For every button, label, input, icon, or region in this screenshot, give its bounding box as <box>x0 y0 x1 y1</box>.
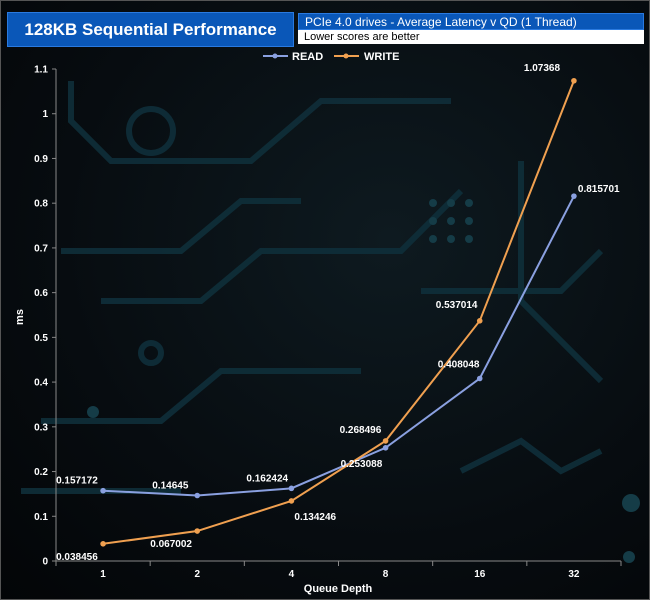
series-line-write <box>102 80 575 545</box>
data-labels: 0.157172 0.14645 0.162424 0.253088 0.408048 0… <box>56 63 620 563</box>
y-tick-label: 0.5 <box>34 333 48 344</box>
data-point-read <box>382 445 389 451</box>
subtitle-box: PCIe 4.0 drives - Average Latency v QD (… <box>298 13 644 45</box>
y-tick-label: 0.8 <box>34 199 48 210</box>
data-label-write: 0.038456 <box>56 552 98 563</box>
circuit-dots <box>87 199 640 563</box>
data-point-write <box>476 318 483 324</box>
circuit-background <box>21 81 604 494</box>
chart-subtitle: PCIe 4.0 drives - Average Latency v QD (… <box>298 13 644 30</box>
series-layer <box>100 77 577 547</box>
y-tick-label: 0.2 <box>34 467 48 478</box>
data-label-write: 0.268496 <box>340 425 382 436</box>
x-tick-label: 32 <box>568 569 580 580</box>
data-label-write: 1.07368 <box>524 63 561 74</box>
x-axis-title: Queue Depth <box>304 583 373 595</box>
y-ticks: 0 0.1 0.2 0.3 0.4 0.5 0.6 0.7 0.8 0.9 1 1.1 <box>34 65 56 568</box>
legend-read-label: READ <box>292 51 323 63</box>
y-tick-label: 0.6 <box>34 288 48 299</box>
y-tick-label: 1 <box>42 109 48 120</box>
y-tick-label: 0.4 <box>34 378 48 389</box>
data-point-write <box>194 528 201 534</box>
x-tick-label: 16 <box>474 569 486 580</box>
legend-write-marker <box>343 53 349 59</box>
x-tick-label: 2 <box>194 569 200 580</box>
x-tick-label: 1 <box>100 569 106 580</box>
data-point-write <box>100 540 106 547</box>
y-tick-label: 0.1 <box>34 512 48 523</box>
x-ticks: 1 2 4 8 16 32 <box>55 561 622 580</box>
y-tick-label: 0.9 <box>34 154 48 165</box>
y-tick-label: 0 <box>42 557 48 568</box>
y-tick-label: 1.1 <box>34 65 48 76</box>
x-tick-label: 4 <box>289 569 295 580</box>
data-label-write: 0.067002 <box>150 539 192 550</box>
data-label-read: 0.253088 <box>341 459 383 470</box>
y-tick-label: 0.3 <box>34 422 48 433</box>
legend-read-marker <box>272 53 278 59</box>
x-tick-label: 8 <box>383 569 389 580</box>
data-point-write <box>382 438 389 444</box>
chart-note: Lower scores are better <box>298 30 644 44</box>
data-label-read: 0.14645 <box>152 480 189 491</box>
data-point-write <box>288 498 295 504</box>
y-tick-label: 0.7 <box>34 243 48 254</box>
data-point-read <box>100 487 106 494</box>
data-label-read: 0.408048 <box>438 359 480 370</box>
y-axis-title: ms <box>14 309 26 325</box>
data-point-read <box>476 375 483 382</box>
data-point-read <box>194 492 201 499</box>
data-label-read: 0.157172 <box>56 476 98 487</box>
data-point-read <box>571 193 577 199</box>
legend-write-label: WRITE <box>364 51 399 63</box>
series-line-read <box>103 195 575 497</box>
chart-title: 128KB Sequential Performance <box>7 12 294 47</box>
data-point-write <box>571 77 577 84</box>
legend: READ WRITE <box>263 51 399 63</box>
data-label-write: 0.134246 <box>294 512 336 523</box>
data-point-read <box>288 485 295 492</box>
data-label-write: 0.537014 <box>436 300 478 311</box>
data-label-read: 0.815701 <box>578 184 620 195</box>
data-label-read: 0.162424 <box>246 473 288 484</box>
